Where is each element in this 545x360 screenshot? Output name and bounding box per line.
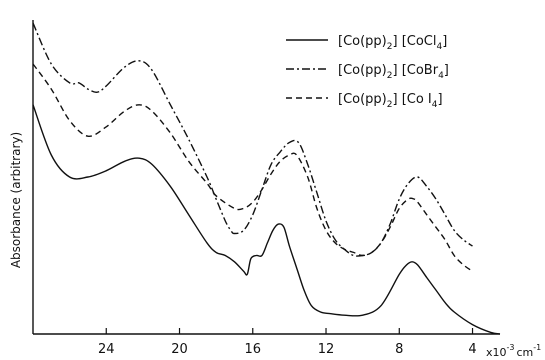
legend-label-2: [Co(pp)2] [CoBr4]	[338, 63, 449, 81]
x-axis-unit: x10-3 cm-1	[486, 343, 541, 359]
x-tick-label-24: 24	[98, 342, 115, 357]
y-axis-label: Absorbance (arbitrary)	[9, 132, 23, 268]
x-ticks: 24 20 16 12 8 4	[98, 328, 477, 357]
series-line-2	[32, 22, 473, 257]
legend-label-1: [Co(pp)2] [CoCl4]	[338, 34, 447, 52]
x-tick-label-20: 20	[171, 342, 188, 357]
legend: [Co(pp)2] [CoCl4] [Co(pp)2] [CoBr4] [Co(pp…	[286, 34, 449, 110]
x-tick-label-16: 16	[244, 342, 261, 357]
plot-area: 24 20 16 12 8 4	[32, 20, 501, 357]
legend-label-3: [Co(pp)2] [Co I4]	[338, 92, 443, 110]
series-group	[32, 22, 501, 335]
x-tick-label-12: 12	[318, 342, 335, 357]
x-tick-label-8: 8	[395, 342, 403, 357]
series-line-1	[32, 104, 501, 335]
x-tick-label-4: 4	[468, 342, 476, 357]
